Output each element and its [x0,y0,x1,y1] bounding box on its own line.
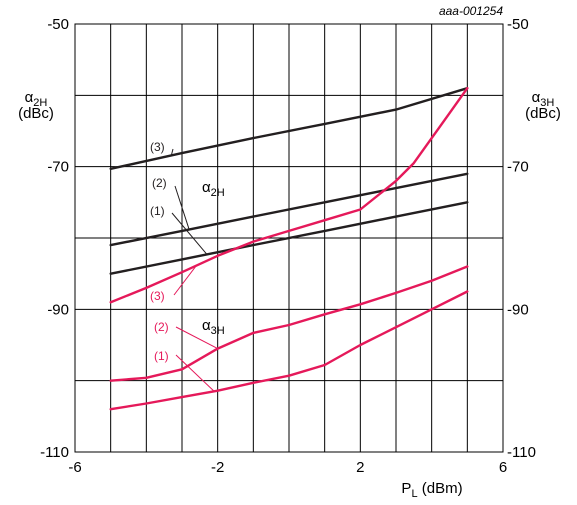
series-line-a2h-2 [109,172,469,247]
series-lines [109,86,469,411]
series-line-a2h-1 [109,201,469,275]
y-tick-label-right: -90 [507,301,529,318]
plot-frame [74,23,504,453]
x-tick-label: -2 [211,459,224,476]
chart-id: aaa-001254 [439,4,503,18]
group-label-a2h: α2H [202,179,225,199]
leader-line [174,185,190,230]
x-tick-label: 2 [356,459,364,476]
x-ticks: -6 -2 2 6 [68,459,507,476]
series-label-a3h-2: (2) [154,320,169,334]
x-tick-label: 6 [499,459,507,476]
y-tick-label-right: -110 [507,444,536,461]
series-line-a3h-2 [109,265,469,382]
svg-text:α3H: α3H [532,89,555,109]
series-label-leaders [170,148,218,392]
y-tick-label-right: -70 [507,159,529,176]
svg-text:α2H: α2H [25,89,48,109]
series-label-a3h-1: (1) [154,349,169,363]
leader-line [175,354,215,392]
series-label-a2h-2: (2) [152,176,167,190]
y-tick-label-left: -90 [47,301,69,318]
x-axis-label: PL (dBm) [401,480,462,500]
series-line-a3h-1 [109,290,469,411]
y-axis-label-left: α2H (dBc) [18,89,54,122]
leader-line [175,326,218,350]
y-tick-label-left: -70 [47,159,69,176]
y-tick-label-left: -50 [47,16,69,33]
svg-text:(dBc): (dBc) [525,105,561,122]
leader-line [171,212,208,255]
group-label-a3h: α3H [202,317,225,337]
series-line-a2h-3 [109,86,469,171]
x-tick-label: -6 [68,459,81,476]
svg-text:(dBc): (dBc) [18,105,54,122]
series-label-a2h-1: (1) [150,204,165,218]
series-label-a3h-3: (3) [150,289,165,303]
y-axis-label-right: α3H (dBc) [525,89,561,122]
y-ticks-right: -50 -70 -90 -110 [507,16,536,461]
leader-line [173,265,197,296]
leader-line [170,148,174,156]
y-tick-label-right: -50 [507,16,529,33]
series-labels: (3) (2) (1) (3) (2) (1) [150,140,169,363]
y-tick-label-left: -110 [40,444,69,461]
series-label-a2h-3: (3) [150,140,165,154]
series-line-a3h-3 [109,86,469,304]
y-ticks-left: -50 -70 -90 -110 [40,16,69,461]
